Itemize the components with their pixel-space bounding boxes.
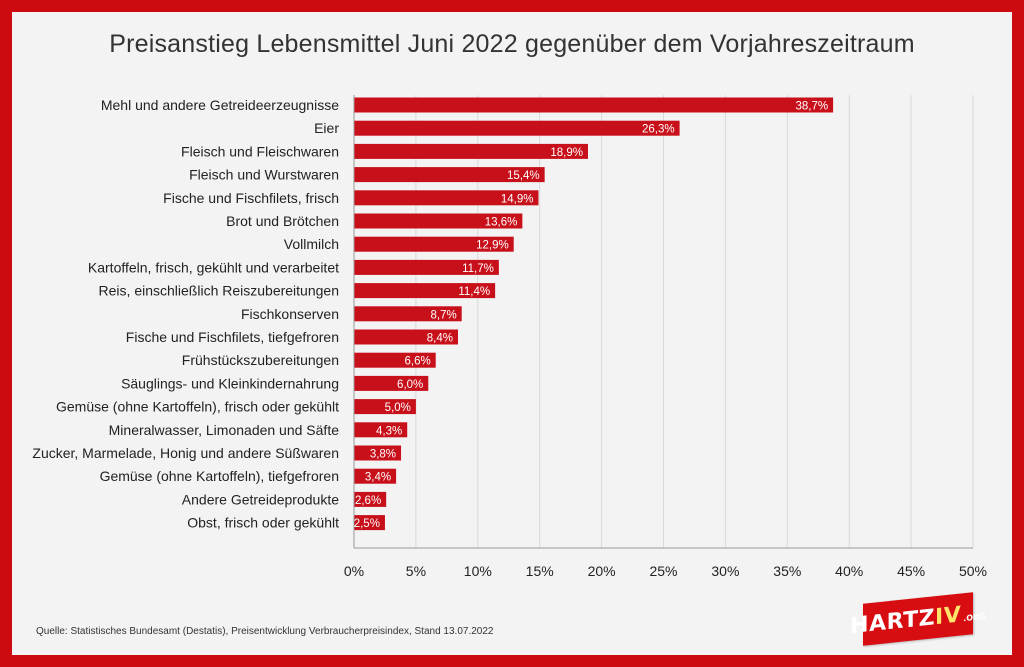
bar bbox=[354, 329, 458, 345]
bar bbox=[354, 491, 387, 507]
x-tick-label: 35% bbox=[773, 563, 801, 579]
chart-title: Preisanstieg Lebensmittel Juni 2022 gege… bbox=[109, 30, 915, 58]
category-label: Fleisch und Wurstwaren bbox=[189, 167, 339, 183]
x-tick-label: 20% bbox=[588, 563, 616, 579]
category-label: Fische und Fischfilets, tiefgefroren bbox=[126, 329, 339, 345]
x-tick-label: 45% bbox=[897, 563, 925, 579]
category-labels: Mehl und andere Getreideerzeugnisse Eier F… bbox=[32, 97, 339, 531]
category-label: Säuglings- und Kleinkindernahrung bbox=[121, 375, 339, 391]
bar bbox=[354, 468, 397, 484]
bar-value-label: 3,4% bbox=[365, 472, 391, 484]
x-tick-label: 0% bbox=[344, 563, 364, 579]
bar bbox=[354, 375, 429, 391]
bars: 38,7% 26,3% 18,9% 15,4% 14,9% 13,6% 12,9% 11,7%… bbox=[354, 97, 834, 531]
category-label: Andere Getreideprodukte bbox=[182, 491, 339, 507]
x-tick-label: 15% bbox=[526, 563, 554, 579]
grid-lines bbox=[415, 95, 974, 548]
category-label: Eier bbox=[314, 120, 339, 136]
x-tick-label: 25% bbox=[649, 563, 677, 579]
logo-main-text: HARTZIV bbox=[850, 601, 962, 639]
bar bbox=[354, 283, 496, 299]
bar-value-label: 5,0% bbox=[385, 402, 411, 414]
bar bbox=[354, 190, 539, 206]
category-label: Vollmilch bbox=[284, 236, 339, 252]
category-label: Reis, einschließlich Reiszubereitungen bbox=[99, 283, 339, 299]
x-axis: 0% 5% 10% 15% 20% 25% 30% 35% 40% 45% 50% bbox=[344, 95, 987, 579]
bar-value-label: 38,7% bbox=[795, 101, 828, 113]
bar-value-label: 8,4% bbox=[427, 333, 453, 345]
category-label: Mineralwasser, Limonaden und Säfte bbox=[109, 422, 340, 438]
x-tick-label: 50% bbox=[959, 563, 987, 579]
bar-value-label: 12,9% bbox=[476, 240, 509, 252]
category-label: Kartoffeln, frisch, gekühlt und verarbei… bbox=[88, 259, 339, 275]
x-tick-label: 10% bbox=[464, 563, 492, 579]
source-note: Quelle: Statistisches Bundesamt (Destati… bbox=[36, 626, 494, 637]
category-label: Zucker, Marmelade, Honig und andere Süßw… bbox=[32, 445, 339, 461]
category-label: Fische und Fischfilets, frisch bbox=[163, 190, 339, 206]
bar bbox=[354, 352, 436, 368]
bar bbox=[354, 445, 402, 461]
bar-value-label: 6,0% bbox=[397, 379, 423, 391]
bar bbox=[354, 143, 588, 159]
category-label: Frühstückszubereitungen bbox=[182, 352, 339, 368]
bar-value-label: 11,4% bbox=[458, 286, 490, 298]
bar bbox=[354, 167, 545, 183]
bar-value-label: 18,9% bbox=[550, 147, 583, 159]
bar bbox=[354, 259, 499, 275]
bar-value-label: 2,6% bbox=[355, 495, 381, 507]
bar-value-label: 2,5% bbox=[354, 518, 380, 530]
category-label: Fleisch und Fleischwaren bbox=[181, 143, 339, 159]
x-tick-label: 5% bbox=[406, 563, 426, 579]
bar-value-label: 14,9% bbox=[501, 193, 534, 205]
bar bbox=[354, 399, 416, 415]
x-tick-label: 40% bbox=[835, 563, 863, 579]
bar bbox=[354, 306, 462, 322]
category-label: Gemüse (ohne Kartoffeln), frisch oder ge… bbox=[56, 399, 339, 415]
bar-value-label: 26,3% bbox=[642, 124, 675, 136]
bar bbox=[354, 97, 834, 113]
category-label: Gemüse (ohne Kartoffeln), tiefgefroren bbox=[100, 468, 339, 484]
bar bbox=[354, 422, 408, 438]
bar-value-label: 8,7% bbox=[430, 309, 456, 321]
x-tick-label: 30% bbox=[711, 563, 739, 579]
bar bbox=[354, 515, 385, 531]
category-label: Brot und Brötchen bbox=[226, 213, 339, 229]
category-label: Mehl und andere Getreideerzeugnisse bbox=[101, 97, 339, 113]
category-label: Obst, frisch oder gekühlt bbox=[187, 515, 339, 531]
bar bbox=[354, 236, 514, 252]
bar-value-label: 11,7% bbox=[462, 263, 494, 275]
bar bbox=[354, 213, 523, 229]
bar-value-label: 3,8% bbox=[370, 449, 396, 461]
bar-value-label: 4,3% bbox=[376, 425, 402, 437]
bar bbox=[354, 120, 680, 136]
bar-value-label: 6,6% bbox=[404, 356, 430, 368]
bar-value-label: 15,4% bbox=[507, 170, 540, 182]
bar-value-label: 13,6% bbox=[485, 217, 518, 229]
category-label: Fischkonserven bbox=[241, 306, 339, 322]
